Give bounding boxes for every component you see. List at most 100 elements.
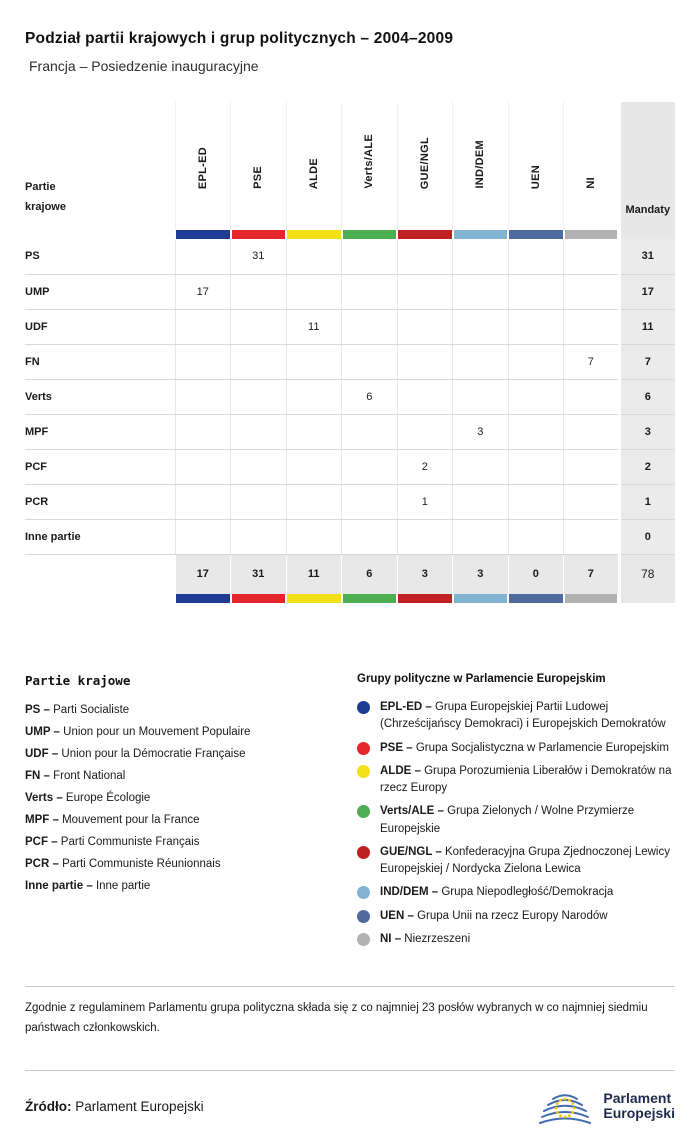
seat-count: 31 [230, 239, 286, 275]
group-legend-item: NI – Niezrzeszeni [357, 931, 675, 948]
group-label: UEN [529, 164, 542, 189]
group-color-bar-row [25, 594, 675, 603]
seat-count [507, 239, 564, 275]
groups-legend-title: Grupy polityczne w Parlamencie Europejsk… [357, 673, 606, 685]
seat-count [507, 484, 564, 520]
group-full-name: Grupa Porozumienia Liberałów i Demokrató… [380, 764, 672, 794]
party-abbr: MPF – [25, 814, 63, 826]
group-color-bar-epl-ed [175, 230, 231, 239]
group-total: 3 [396, 554, 453, 594]
group-legend-item: GUE/NGL – Konfederacyjna Grupa Zjednoczo… [357, 844, 675, 879]
party-name: Verts [25, 379, 175, 415]
group-column-header-epl-ed: EPL-ED [174, 102, 231, 230]
seat-count [341, 274, 397, 310]
party-full-name: Union pour un Mouvement Populaire [63, 726, 251, 738]
group-column-header-verts-ale: Verts/ALE [341, 102, 397, 230]
seat-count [563, 519, 619, 555]
party-row-ump: UMP 17 17 [25, 274, 675, 310]
group-abbr: EPL-ED – [380, 701, 435, 713]
seat-count [396, 309, 453, 345]
party-name: PCF [25, 449, 175, 485]
seat-count [507, 379, 564, 415]
seat-count [396, 239, 453, 275]
group-full-name: Grupa Zielonych / Wolne Przymierze Europ… [380, 805, 635, 835]
mandates-table: Partie krajowe EPL-ED PSE ALDE Verts/ALE GUE/… [25, 102, 675, 603]
divider-top [25, 986, 675, 987]
seat-count [563, 414, 619, 450]
party-abbr: PS – [25, 704, 54, 716]
totals-spacer [25, 554, 175, 594]
group-label: IND/DEM [474, 140, 487, 189]
seat-count [174, 519, 231, 555]
ep-logo-text: Parlament Europejski [603, 1090, 675, 1122]
group-label: Verts/ALE [363, 134, 376, 189]
group-color-bar-alde [286, 594, 342, 603]
seat-count [507, 274, 564, 310]
group-color-bar-pse [231, 594, 287, 603]
seat-count [174, 449, 231, 485]
page-subtitle: Francja – Posiedzenie inauguracyjne [29, 58, 259, 74]
group-column-header-pse: PSE [230, 102, 286, 230]
ep-hemicycle-icon [539, 1094, 592, 1125]
group-full-name: Grupa Unii na rzecz Europy Narodów [417, 909, 608, 922]
group-total: 31 [230, 554, 286, 594]
seat-count: 7 [563, 344, 619, 380]
party-full-name: Mouvement pour la France [62, 814, 200, 826]
group-legend-text: EPL-ED – Grupa Europejskiej Partii Ludow… [380, 699, 675, 734]
mandates-cell: 7 [617, 344, 675, 380]
group-legend-text: UEN – Grupa Unii na rzecz Europy Narodów [380, 908, 608, 925]
bar-spacer [25, 230, 175, 239]
bar-spacer [25, 594, 175, 603]
grand-total: 78 [617, 554, 675, 594]
group-total: 17 [174, 554, 231, 594]
mandates-header: Mandaty [617, 102, 675, 230]
color-swatch [564, 594, 617, 603]
color-swatch [453, 594, 507, 603]
seat-count [452, 449, 508, 485]
group-column-header-alde: ALDE [285, 102, 342, 230]
color-swatch [398, 230, 452, 239]
group-color-dot [357, 805, 370, 819]
party-legend-item: PCR – Parti Communiste Réunionnais [25, 858, 357, 870]
color-swatch [342, 230, 396, 239]
parties-legend: Partie krajowe PS – Parti Socialiste UMP … [25, 673, 357, 954]
group-abbr: UEN – [380, 909, 418, 922]
group-column-header-gue-ngl: GUE/NGL [396, 102, 453, 230]
party-name: PCR [25, 484, 175, 520]
party-full-name: Parti Communiste Français [60, 836, 200, 848]
seat-count [507, 309, 564, 345]
seat-count [230, 274, 286, 310]
seat-count [563, 379, 619, 415]
group-color-bar-ni [564, 594, 620, 603]
party-abbr: Inne partie – [25, 880, 96, 892]
seat-count: 6 [341, 379, 397, 415]
group-legend-item: EPL-ED – Grupa Europejskiej Partii Ludow… [357, 699, 675, 734]
seat-count [563, 484, 619, 520]
color-swatch [231, 594, 285, 603]
mandates-cell: 3 [617, 414, 675, 450]
group-column-header-ind-dem: IND/DEM [452, 102, 508, 230]
group-legend-text: IND/DEM – Grupa Niepodległość/Demokracja [380, 884, 613, 901]
group-color-bar-pse [231, 230, 287, 239]
party-abbr: PCF – [25, 836, 61, 848]
source-label: Źródło: [25, 1098, 72, 1114]
seat-count [230, 309, 286, 345]
seat-count [341, 344, 397, 380]
party-full-name: Inne partie [95, 880, 151, 892]
page-title: Podział partii krajowych i grup politycz… [25, 30, 454, 47]
color-swatch [342, 594, 396, 603]
row-dimension-label: Partie krajowe [25, 181, 66, 214]
party-abbr: UMP – [25, 726, 64, 738]
eu-stars-icon [555, 1097, 576, 1119]
party-legend-item: UMP – Union pour un Mouvement Populaire [25, 726, 357, 738]
seat-count [452, 484, 508, 520]
mandates-cell: 11 [617, 309, 675, 345]
party-abbr: FN – [25, 770, 54, 782]
group-color-dot [357, 886, 370, 900]
group-legend-text: NI – Niezrzeszeni [380, 931, 470, 948]
party-abbr: PCR – [25, 858, 63, 870]
party-full-name: Union pour la Démocratie Française [61, 748, 246, 760]
seat-count [507, 414, 564, 450]
totals-row: 17 31 11 6 3 3 0 7 78 [25, 554, 675, 594]
group-full-name: Grupa Niepodległość/Demokracja [441, 886, 614, 899]
